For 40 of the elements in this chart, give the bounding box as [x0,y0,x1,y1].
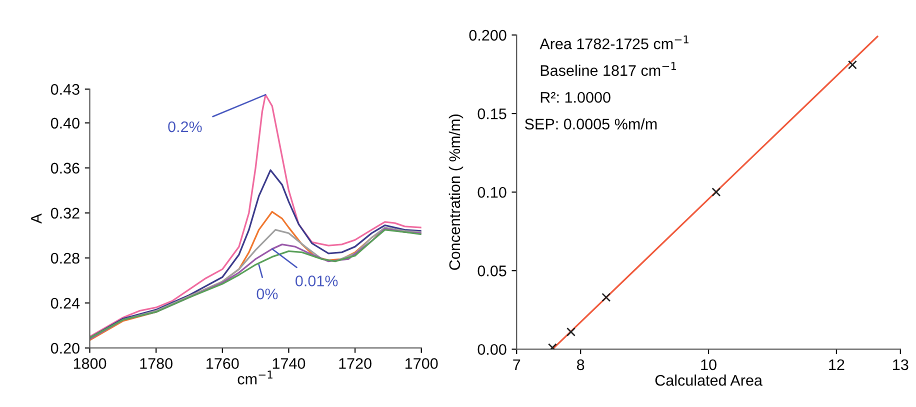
point [848,60,857,70]
x-tick-label: 12 [829,359,844,370]
annotation: 0.01% [296,276,338,286]
point [566,327,576,336]
y-tick-label: 0.43 [50,84,80,95]
annotation: R²: 1.0000 [540,92,610,103]
x-tick-label: 1800 [74,358,106,369]
x-tick-label: 1720 [339,358,372,369]
x-tick-label: 1780 [140,358,172,369]
annotation: 0.2% [168,121,202,132]
annotation: SEP: 0.0005 %m/m [524,118,657,130]
y-tick-label: 0.05 [478,266,506,276]
y-tick-label: 0.200 [469,30,506,41]
y-tick-label: 0.20 [50,342,80,354]
x-tick-label: 1760 [206,358,239,369]
x-tick-label: 1700 [406,358,438,369]
x-axis-title: Calculated Area [655,374,762,386]
x-tick-label: 7 [513,359,520,370]
point [712,188,721,197]
y-tick-label: 0.36 [50,162,80,174]
y-axis-title: A [31,213,42,224]
y-tick-label: 0.10 [478,186,506,198]
y-tick-label: 0.24 [50,298,80,309]
line-series [90,169,422,339]
x-tick-label: 10 [701,359,716,370]
y-tick-label: 0.28 [50,252,80,264]
y-tick-label: 0.00 [478,344,506,355]
x-axis-title: cm$^{−1}$ [238,370,272,384]
annotation: Area 1782-1725 cm$^{−1}$ [540,35,688,50]
x-tick-label: 8 [577,359,584,370]
y-tick-label: 0.40 [50,118,80,129]
y-tick-label: 0.15 [478,108,506,120]
x-tick-label: 13 [893,359,908,370]
y-axis-title: Concentration ( %m/m) [448,114,464,270]
x-tick-label: 1740 [272,358,306,369]
line-series [90,94,422,338]
y-tick-label: 0.32 [50,208,80,219]
annotation: Baseline 1817 cm$^{−1}$ [540,62,676,76]
point [602,292,611,302]
annotation: 0% [256,288,278,300]
